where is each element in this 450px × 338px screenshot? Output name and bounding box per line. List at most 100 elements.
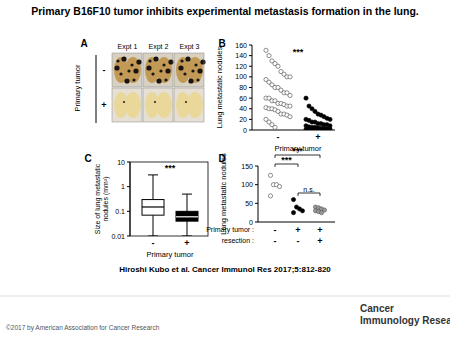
box [176,211,198,221]
whisker-cap [182,236,192,237]
title: Primary B16F10 tumor inhibits experiment… [31,5,419,17]
y-tick-label: 0.1 [115,208,125,215]
photo [112,88,142,122]
nodule-spot [146,65,151,70]
photo-frame [174,53,204,87]
data-point [316,128,320,130]
data-point [273,125,277,129]
data-point [288,93,292,97]
column-header: Expt 3 [180,43,200,51]
y-tick-label: 0 [249,219,253,226]
footer-rule [0,296,450,297]
plot-frame [130,162,208,236]
y-tick-label: 80 [239,84,247,91]
data-point [288,115,292,119]
panel-label: A [80,38,87,49]
data-point [291,211,295,215]
row-label: resection : [222,237,254,244]
lung [187,92,203,118]
nodule-spot [148,59,151,62]
x-tick-label: + [317,236,322,246]
lung [125,57,141,83]
nodule-spot [127,69,130,72]
x-axis-line [258,222,335,223]
y-tick-label: 50 [245,200,253,207]
figure: Primary B16F10 tumor inhibits experiment… [0,0,450,338]
comparison-bracket [298,193,320,196]
y-tick-label: 40 [239,105,247,112]
nodule-spot [136,59,141,64]
y-axis-label: Size of lung metastatic [94,163,102,234]
y-tick-label: 100 [241,181,253,188]
photo-frame [112,53,142,87]
data-point [277,184,281,188]
y-axis-label: nodules (mm²) [102,176,110,221]
nodule-spot [123,101,125,103]
nodule-spot [151,72,154,75]
y-tick-label: 60 [239,95,247,102]
photo [174,53,204,87]
y-tick [249,98,252,99]
y-tick [127,211,130,212]
data-point [268,173,272,177]
significance: *** [292,146,303,156]
data-point [300,209,304,213]
nodule-spot [121,56,126,61]
plot-area [268,173,326,215]
data-point [268,194,272,198]
nodule-spot [183,72,186,75]
photo-frame [112,88,142,122]
y-tick [127,186,130,187]
whisker-low [153,215,154,236]
nodule-spot [119,72,122,75]
median [142,206,164,207]
nodule-spot [200,59,205,64]
data-point [264,48,268,52]
x-axis-label: Primary tumor [146,250,194,259]
y-tick-label: 160 [235,42,247,49]
x-tick-label: - [274,225,277,235]
y-tick-label: 0.01 [111,233,125,240]
significance: n.s. [303,186,314,193]
y-tick-label: 120 [235,63,247,70]
row-title: Primary tumor [73,64,82,112]
y-tick [249,87,252,88]
significance: *** [293,47,304,57]
journal-logo: Cancer [360,303,394,314]
y-axis-label: Lung metastatic nodules [219,153,228,235]
nodule-spot [185,56,190,61]
whisker-cap [182,194,192,195]
y-tick [249,108,252,109]
data-point [319,211,323,215]
significance: *** [165,163,176,173]
nodule-spot [180,59,183,62]
nodule-spot [159,69,162,72]
x-tick-label: + [295,225,300,235]
lung [125,92,141,118]
nodule-spot [191,69,194,72]
x-tick-label: + [315,132,320,142]
y-tick-label: 10 [117,159,125,166]
significance: *** [281,155,292,165]
y-tick-label: 20 [239,116,247,123]
whisker-cap [148,236,158,237]
nodule-spot [185,101,187,103]
photo-frame [174,88,204,122]
nodule-spot [132,78,135,81]
x-tick-label: + [317,225,322,235]
y-axis-label: Lung metastatic nodules [215,47,224,129]
journal-logo: Immunology Research [360,315,450,326]
photo-frame [143,88,173,122]
x-tick-label: + [184,238,189,248]
median [176,216,198,217]
y-tick [249,66,252,67]
nodule-spot [114,65,119,70]
citation: Hiroshi Kubo et al. Cancer Immunol Res 2… [119,265,331,274]
y-tick [127,162,130,163]
y-tick [249,76,252,77]
row-sign: + [101,100,106,110]
row-bracket [96,55,97,123]
y-tick [255,166,258,167]
nodule-spot [154,101,156,103]
data-point [291,198,295,202]
